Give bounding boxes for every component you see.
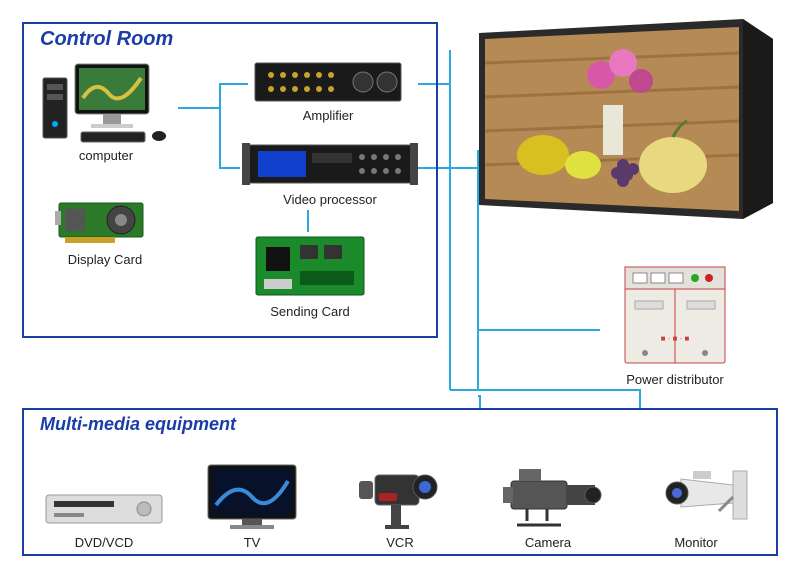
tv-label: TV xyxy=(178,535,326,550)
power-distributor-icon: ■ · ■ · ■ xyxy=(600,260,750,370)
led-screen-icon xyxy=(472,14,782,224)
vcr-icon xyxy=(326,461,474,531)
camera-item: Camera xyxy=(474,461,622,550)
dvd-label: DVD/VCD xyxy=(30,535,178,550)
monitor-cam-icon xyxy=(622,461,770,531)
multimedia-title: Multi-media equipment xyxy=(24,410,776,439)
computer-node: computer xyxy=(36,56,176,163)
vcr-label: VCR xyxy=(326,535,474,550)
power-distributor-node: ■ · ■ · ■ Power distributor xyxy=(600,260,750,387)
computer-label: computer xyxy=(36,148,176,163)
monitor-item: Monitor xyxy=(622,461,770,550)
led-screen-node xyxy=(472,14,782,224)
vcr-item: VCR xyxy=(326,461,474,550)
sending-card-label: Sending Card xyxy=(240,304,380,319)
camera-icon xyxy=(474,461,622,531)
sending-card-node: Sending Card xyxy=(240,230,380,319)
svg-text:■ · ■ · ■: ■ · ■ · ■ xyxy=(661,334,690,343)
amplifier-node: Amplifier xyxy=(248,58,408,123)
amplifier-label: Amplifier xyxy=(248,108,408,123)
video-processor-icon xyxy=(240,138,420,190)
tv-item: TV xyxy=(178,461,326,550)
tv-icon xyxy=(178,461,326,531)
control-room-title: Control Room xyxy=(24,24,436,55)
display-card-node: Display Card xyxy=(50,190,160,267)
dvd-item: DVD/VCD xyxy=(30,461,178,550)
multimedia-row: DVD/VCD TV VCR xyxy=(30,442,770,550)
amplifier-icon xyxy=(248,58,408,106)
camera-label: Camera xyxy=(474,535,622,550)
power-distributor-label: Power distributor xyxy=(600,372,750,387)
video-processor-node: Video processor xyxy=(240,138,420,207)
display-card-label: Display Card xyxy=(50,252,160,267)
computer-icon xyxy=(36,56,176,146)
monitor-label: Monitor xyxy=(622,535,770,550)
sending-card-icon xyxy=(240,230,380,302)
display-card-icon xyxy=(50,190,160,250)
dvd-icon xyxy=(30,461,178,531)
video-processor-label: Video processor xyxy=(240,192,420,207)
